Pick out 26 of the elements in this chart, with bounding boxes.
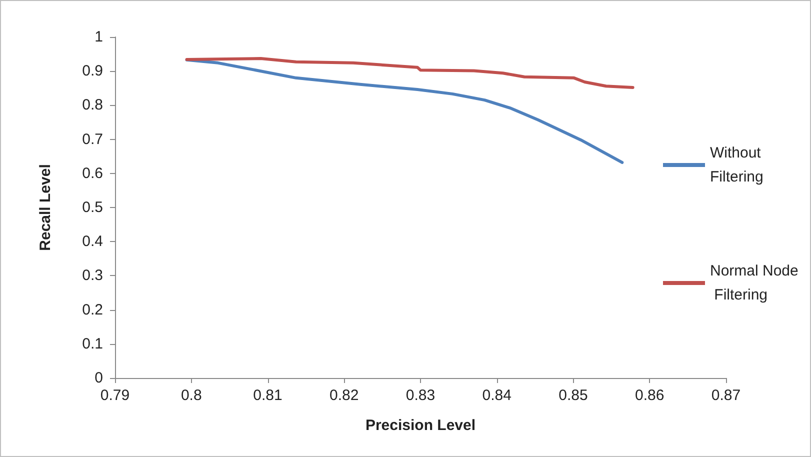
line-series (185, 56, 634, 89)
y-tick-label: 0.5 (82, 199, 103, 216)
x-tick-label: 0.86 (635, 387, 664, 404)
y-tick-label: 0.3 (82, 267, 103, 284)
x-tick-label: 0.84 (482, 387, 512, 404)
legend-label: Normal Node Filtering (710, 262, 798, 304)
x-tick-label: 0.8 (180, 387, 202, 404)
legend-label: Without Filtering (710, 144, 766, 186)
x-tick-label: 0.87 (711, 387, 741, 404)
x-tick-label: 0.85 (558, 387, 588, 404)
x-tick-label: 0.83 (406, 387, 436, 404)
x-tick-label: 0.81 (253, 387, 282, 404)
y-tick-label: 1 (94, 28, 103, 46)
x-tick-label: 0.79 (100, 387, 130, 404)
x-tick-label: 0.82 (330, 387, 359, 404)
x-axis-title: Precision Level (365, 417, 476, 434)
y-tick-label: 0.6 (82, 164, 103, 182)
y-tick-label: 0.2 (82, 301, 103, 318)
y-tick-label: 0.7 (82, 130, 103, 148)
line-series (185, 58, 624, 164)
y-tick-label: 0.8 (82, 96, 103, 114)
y-tick-label: 0.9 (82, 62, 103, 80)
y-tick-label: 0 (94, 370, 103, 386)
y-tick-label: 0.4 (82, 233, 103, 250)
y-tick-label: 0.1 (82, 335, 103, 352)
y-axis-title: Recall Level (37, 164, 54, 251)
